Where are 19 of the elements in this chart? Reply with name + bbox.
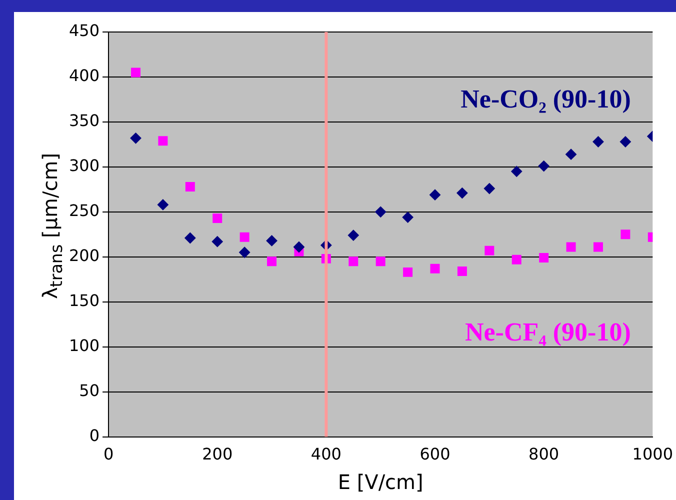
y-tick-label: 450 [68, 21, 100, 40]
y-tick-label: 0 [89, 426, 100, 445]
y-tick-label: 50 [79, 380, 100, 400]
x-tick-label: 1000 [632, 444, 673, 464]
y-tick-label: 400 [68, 66, 100, 86]
series-label: Ne-CF₄ (90-10) [464, 317, 631, 346]
x-tick-label: 600 [420, 444, 450, 464]
y-tick-label: 100 [68, 336, 100, 355]
x-tick-label: 200 [202, 444, 233, 464]
series-label: Ne-CO₂ (90-10) [460, 84, 631, 114]
x-tick-label: 800 [528, 444, 560, 464]
y-tick-label: 250 [68, 201, 100, 220]
x-axis-title: E [V/cm] [338, 470, 424, 494]
y-tick-label: 150 [68, 291, 100, 310]
x-tick-label: 400 [310, 444, 342, 464]
x-tick-label: 0 [103, 444, 114, 464]
y-tick-label: 200 [68, 246, 100, 266]
y-tick-label: 300 [68, 156, 100, 176]
y-tick-label: 350 [68, 111, 100, 130]
